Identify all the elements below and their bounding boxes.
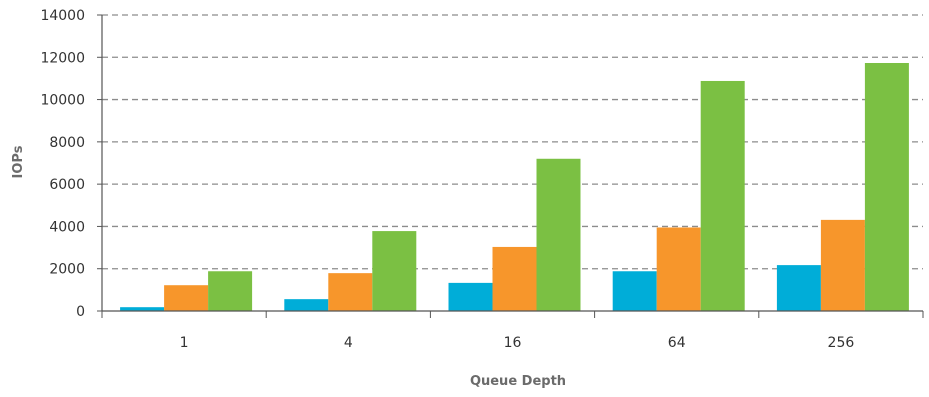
- gridlines: [102, 14, 923, 270]
- x-tick-label: 256: [828, 335, 855, 351]
- y-tick-label: 4000: [49, 219, 85, 235]
- x-axis-title: Queue Depth: [470, 374, 566, 389]
- x-tick-label: 16: [504, 335, 522, 351]
- bar-series-3-16: [536, 158, 581, 311]
- x-tick-label: 1: [180, 335, 189, 351]
- bar-series-3-1: [208, 271, 253, 311]
- x-tick-label: 64: [668, 335, 686, 351]
- bar-series-2-64: [656, 227, 701, 311]
- bar-series-3-4: [372, 231, 417, 311]
- bar-series-2-256: [820, 219, 865, 311]
- bar-series-3-256: [864, 62, 909, 311]
- y-axis-title: IOPs: [11, 145, 26, 178]
- y-tick-label: 10000: [40, 93, 85, 109]
- bar-series-1-64: [612, 271, 657, 311]
- y-tick-label: 12000: [40, 50, 85, 66]
- bar-series-2-16: [492, 246, 537, 311]
- bars: [120, 62, 909, 311]
- bar-series-1-4: [284, 299, 329, 311]
- bar-series-3-64: [700, 80, 745, 311]
- axes: [97, 14, 924, 318]
- bar-series-2-1: [164, 285, 209, 311]
- y-tick-label: 0: [76, 304, 85, 320]
- bar-series-1-1: [120, 307, 165, 311]
- y-tick-label: 6000: [49, 177, 85, 193]
- x-tick-label: 4: [344, 335, 353, 351]
- bar-series-1-16: [448, 282, 493, 311]
- y-tick-label: 2000: [49, 262, 85, 278]
- y-tick-label: 14000: [40, 8, 85, 24]
- bar-series-1-256: [776, 265, 821, 311]
- tick-labels: 0 2000 4000 6000 8000 10000 12000 14000 1 4 16 64 25…: [40, 8, 854, 351]
- bar-series-2-4: [328, 273, 373, 311]
- y-tick-label: 8000: [49, 135, 85, 151]
